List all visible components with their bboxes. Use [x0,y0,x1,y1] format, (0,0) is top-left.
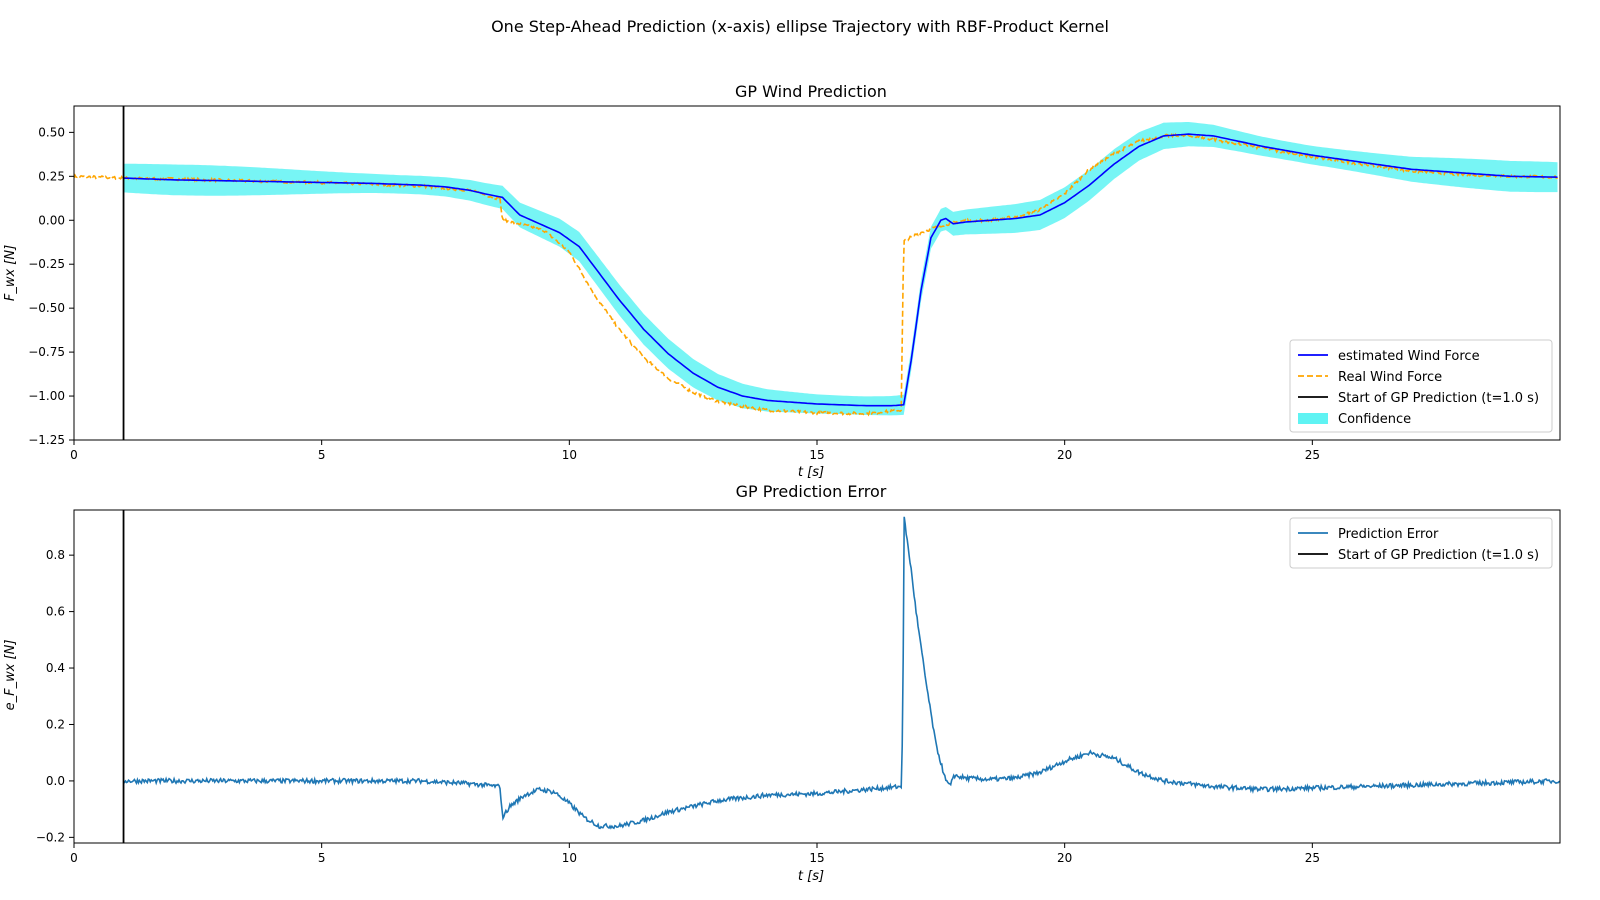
x-axis-label: t [s] [798,869,824,884]
y-tick-label: 0.4 [46,661,65,675]
series-line-estimated-wind-force [123,133,1558,407]
x-tick-label: 20 [1057,851,1072,865]
legend-frame [1289,339,1553,433]
y-axis-label: F_wx [N] [3,245,18,301]
figure-suptitle: One Step-Ahead Prediction (x-axis) ellip… [491,17,1109,36]
chart-title: GP Wind Prediction [735,82,887,101]
legend-swatch [1298,413,1328,424]
x-tick-label: 0 [70,448,78,462]
y-tick-label: 0.0 [46,774,65,788]
y-tick-label: 0.00 [38,213,65,227]
legend: Prediction Error Start of GP Prediction (… [1289,517,1553,569]
wind-prediction-chart: GP Wind Prediction t [s] F_wx [N] 0 5 10 15… [3,82,1561,480]
x-tick-label: 15 [809,851,824,865]
legend-label: Start of GP Prediction (t=1.0 s) [1338,391,1539,406]
x-tick-label: 0 [70,851,78,865]
confidence-band [123,122,1558,416]
x-tick-label: 25 [1305,448,1320,462]
plot-area [74,106,1560,440]
y-tick-label: −0.25 [28,257,65,271]
x-tick-label: 5 [318,851,326,865]
x-tick-label: 15 [809,448,824,462]
x-tick-label: 25 [1305,851,1320,865]
x-axis-label: t [s] [798,465,824,480]
legend-label: Prediction Error [1338,527,1439,542]
x-tick-label: 5 [318,448,326,462]
y-tick-label: 0.50 [38,125,65,139]
y-tick-label: −0.2 [36,830,65,844]
x-tick-label: 10 [562,448,577,462]
legend-label: Start of GP Prediction (t=1.0 s) [1338,548,1539,563]
series-line-prediction-error [123,516,1560,830]
legend-frame [1289,517,1553,569]
x-tick-label: 10 [562,851,577,865]
y-tick-label: 0.6 [46,605,65,619]
x-tick-label: 20 [1057,448,1072,462]
legend-label: Real Wind Force [1338,370,1442,385]
y-tick-label: −0.75 [28,345,65,359]
y-tick-label: −1.00 [28,389,65,403]
y-tick-label: 0.8 [46,548,65,562]
legend-label: estimated Wind Force [1338,349,1480,364]
prediction-error-chart: GP Prediction Error t [s] e_F_wx [N] 0 5 1… [3,482,1561,884]
y-tick-label: 0.25 [38,169,65,183]
y-tick-label: 0.2 [46,717,65,731]
chart-title: GP Prediction Error [736,482,887,501]
y-tick-label: −1.25 [28,433,65,447]
plot-area [122,510,1560,843]
series-line-real-wind-force [74,132,1560,417]
y-tick-label: −0.50 [28,301,65,315]
legend: estimated Wind Force Real Wind Force Start… [1289,339,1553,433]
legend-label: Confidence [1338,412,1411,427]
y-axis-label: e_F_wx [N] [3,640,18,711]
